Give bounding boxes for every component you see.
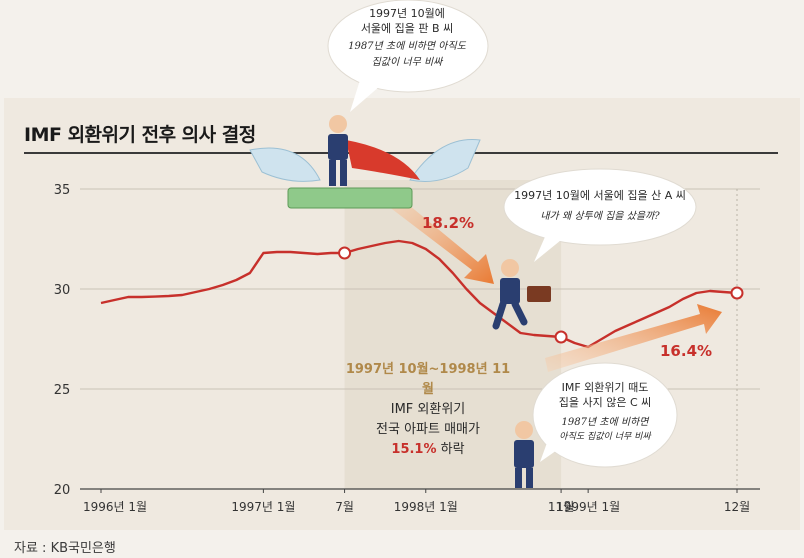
left-wing-icon xyxy=(249,147,321,182)
bubble-c-hand1: 1987년 초에 비하면 xyxy=(561,417,649,428)
data-marker xyxy=(554,330,568,344)
bubble-c-text: IMF 외환위기 때도 집을 사지 않은 C 씨 1987년 초에 비하면 아직… xyxy=(550,380,660,445)
bubble-b-text: 1997년 10월에 서울에 집을 판 B 씨 1987년 초에 비하면 아직도… xyxy=(342,6,472,71)
period-line2: 전국 아파트 매매가 xyxy=(376,422,480,437)
y-tick-label: 20 xyxy=(54,483,71,498)
period-box: 1997년 10월~1998년 11월 IMF 외환위기 전국 아파트 매매가 … xyxy=(340,360,516,460)
bubble-a-line1: 1997년 10월에 서울에 집을 산 A 씨 xyxy=(514,189,686,202)
x-tick-label: 1997년 1월 xyxy=(231,500,295,514)
period-range: 1997년 10월~1998년 11월 xyxy=(345,362,511,397)
x-tick-label: 1999년 1월 xyxy=(556,500,620,514)
bubble-b-hand2: 집값이 너무 비싸 xyxy=(371,57,443,68)
person-b-head xyxy=(329,115,347,133)
bubble-c-line1: IMF 외환위기 때도 xyxy=(561,381,649,394)
y-tick-label: 35 xyxy=(54,183,71,198)
bubble-b-tail xyxy=(350,80,380,112)
person-b-body xyxy=(328,134,348,160)
up-arrow xyxy=(545,304,722,372)
bubble-b-line2: 서울에 집을 판 B 씨 xyxy=(360,22,454,35)
person-b-leg xyxy=(340,160,347,186)
data-marker xyxy=(338,246,352,260)
down-arrow xyxy=(388,196,494,284)
bubble-c-tail xyxy=(540,440,560,462)
person-c-body xyxy=(514,440,534,468)
bubble-a-tail xyxy=(534,230,566,262)
source-note: 자료 : KB국민은행 xyxy=(14,541,116,556)
right-wing-icon xyxy=(409,139,481,182)
period-line3: 15.1% 하락 xyxy=(340,440,516,460)
person-a-body xyxy=(500,278,520,304)
x-tick-label: 1996년 1월 xyxy=(83,500,147,514)
period-pct: 15.1% xyxy=(391,442,437,457)
bubble-c xyxy=(532,362,678,468)
person-c-leg xyxy=(526,468,533,488)
person-a-head xyxy=(501,259,519,277)
bubble-c-line2: 집을 사지 않은 C 씨 xyxy=(558,396,652,409)
person-c-leg xyxy=(515,468,522,488)
y-tick-label: 30 xyxy=(54,283,71,298)
bubble-c-hand2: 아직도 집값이 너무 비싸 xyxy=(559,432,651,442)
y-tick-label: 25 xyxy=(54,383,71,398)
data-marker xyxy=(730,286,744,300)
bubble-b-hand1: 1987년 초에 비하면 아직도 xyxy=(348,41,466,52)
chart-title: IMF 외환위기 전후 의사 결정 xyxy=(24,124,256,146)
briefcase-icon xyxy=(527,286,551,302)
money-stack-icon xyxy=(287,187,413,209)
period-line1: IMF 외환위기 xyxy=(390,402,466,417)
person-c-head xyxy=(515,421,533,439)
bubble-a-hand1: 내가 왜 상투에 집을 샀을까? xyxy=(540,211,660,222)
x-tick-label: 12월 xyxy=(724,500,750,514)
bubble-a-text: 1997년 10월에 서울에 집을 산 A 씨 내가 왜 상투에 집을 샀을까? xyxy=(510,188,690,226)
bubble-b xyxy=(327,0,489,93)
x-tick-label: 7월 xyxy=(335,500,354,514)
rise-percent-label: 16.4% xyxy=(660,342,713,360)
price-line xyxy=(100,239,738,349)
person-a-legs xyxy=(492,300,528,330)
bubble-a xyxy=(503,168,697,246)
x-tick-label: 11월 xyxy=(548,500,574,514)
period-suffix: 하락 xyxy=(440,442,465,457)
red-cape-icon xyxy=(346,140,420,180)
bubble-b-line1: 1997년 10월에 xyxy=(369,7,445,20)
x-tick-label: 1998년 1월 xyxy=(394,500,458,514)
title-rule xyxy=(24,152,778,154)
drop-percent-label: 18.2% xyxy=(422,214,475,232)
person-b-leg xyxy=(329,160,336,186)
